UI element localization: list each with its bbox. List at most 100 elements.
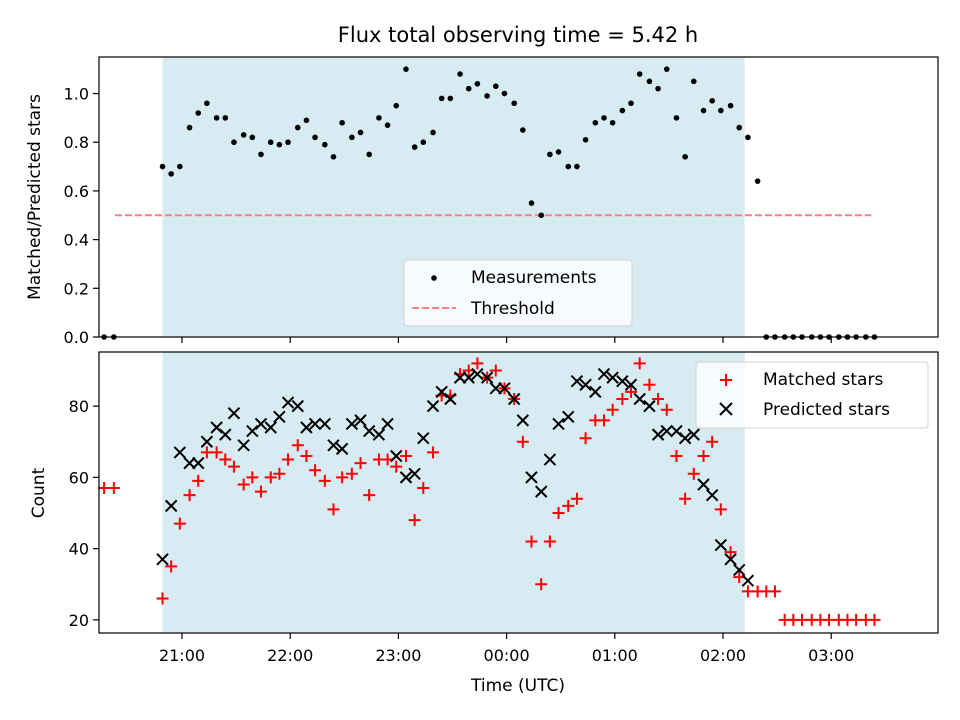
measurement-point: [240, 132, 247, 138]
predicted-star-point: [633, 392, 646, 406]
matched-star-point: [427, 446, 440, 459]
measurement-point: [601, 115, 607, 121]
measurement-point: [663, 66, 670, 72]
matched-star-point: [210, 446, 223, 459]
predicted-star-point: [687, 428, 700, 441]
matched-star-point: [687, 467, 700, 480]
matched-star-point: [516, 435, 529, 448]
matched-star-point: [471, 357, 484, 370]
matched-star-point: [408, 514, 421, 527]
measurement-point: [303, 117, 310, 124]
measurement-point: [393, 102, 400, 109]
matched-star-point: [254, 485, 267, 498]
matched-star-point: [679, 492, 692, 505]
predicted-star-point: [417, 431, 430, 445]
count-y-axis-label: Count: [29, 467, 49, 518]
ratio-legend: Measurements Threshold: [403, 259, 633, 327]
predicted-star-point: [237, 439, 250, 452]
legend-predicted-label: Predicted stars: [763, 400, 890, 420]
predicted-star-point: [300, 421, 313, 434]
measurement-point: [565, 163, 572, 170]
matched-star-point: [525, 535, 538, 548]
measurement-point: [349, 134, 355, 141]
ratio-panel: Flux total observing time = 5.42 h Match…: [25, 23, 939, 347]
matched-star-point: [579, 432, 592, 445]
measurement-point: [366, 151, 372, 158]
predicted-star-point: [697, 478, 710, 491]
predicted-star-point: [390, 449, 403, 463]
predicted-star-point: [164, 499, 178, 513]
matched-star-point: [165, 560, 178, 573]
predicted-star-point: [327, 439, 340, 452]
ratio-y-tick-label: 0.2: [64, 279, 89, 298]
measurement-point: [655, 85, 661, 92]
predicted-star-point: [724, 553, 737, 566]
count-x-tick-label: 03:00: [808, 646, 854, 665]
count-y-tick-label: 80: [69, 397, 89, 416]
ratio-y-tick-label: 0.0: [64, 328, 89, 347]
measurement-point: [511, 100, 517, 107]
measurement-point: [528, 200, 535, 206]
measurement-point: [195, 110, 202, 116]
matched-star-point: [246, 471, 259, 484]
measurement-point: [474, 80, 481, 87]
chart-title: Flux total observing time = 5.42 h: [338, 23, 698, 47]
matched-star-point: [336, 471, 349, 484]
predicted-star-point: [335, 442, 349, 456]
predicted-star-point: [372, 428, 386, 441]
legend-predicted-marker: [719, 402, 733, 416]
measurement-point: [736, 124, 743, 131]
matched-star-point: [107, 482, 120, 495]
matched-star-point: [390, 460, 403, 473]
measurement-point: [727, 102, 734, 109]
matched-star-point: [552, 506, 565, 519]
measurement-point: [447, 95, 454, 102]
ratio-y-tick-label: 0.4: [64, 231, 89, 250]
matched-star-point: [868, 613, 881, 626]
legend-threshold-label: Threshold: [470, 299, 555, 319]
measurement-point: [690, 78, 697, 85]
predicted-star-point: [219, 428, 232, 441]
matched-star-point: [264, 471, 277, 484]
predicted-star-point: [308, 417, 322, 431]
measurement-point: [322, 141, 328, 148]
predicted-star-point: [462, 371, 475, 384]
count-x-tick-label: 02:00: [700, 646, 746, 665]
legend-measurements-label: Measurements: [471, 268, 597, 288]
predicted-star-point: [281, 396, 295, 409]
measurement-point: [609, 119, 616, 126]
legend-matched-label: Matched stars: [763, 370, 883, 390]
count-panel: Count Time (UTC) 20 40 60 80 21:00 22:00 23:00…: [29, 351, 939, 696]
measurement-point: [267, 139, 274, 146]
matched-star-point: [606, 403, 619, 416]
predicted-star-point: [345, 417, 359, 431]
legend-matched-marker: [720, 374, 732, 386]
predicted-star-point: [643, 399, 656, 413]
matched-star-point: [706, 435, 719, 448]
measurement-point: [682, 154, 688, 160]
measurement-point: [186, 124, 193, 131]
matched-star-point: [543, 535, 556, 548]
predicted-star-point: [741, 574, 755, 587]
predicted-star-point: [291, 399, 304, 413]
ratio-y-tick-label: 0.6: [64, 182, 89, 201]
measurement-point: [438, 95, 445, 102]
matched-star-point: [660, 403, 673, 416]
matched-star-point: [354, 457, 367, 470]
predicted-star-point: [435, 385, 448, 399]
measurement-point: [430, 129, 436, 136]
predicted-star-point: [408, 467, 421, 481]
measurement-point: [520, 127, 526, 133]
predicted-star-point: [264, 421, 277, 434]
measurement-point: [339, 119, 345, 126]
matched-star-point: [562, 499, 575, 512]
predicted-star-point: [227, 407, 241, 420]
measurement-point: [465, 85, 472, 92]
predicted-star-point: [354, 414, 367, 427]
measurement-point: [555, 149, 562, 155]
predicted-star-point: [660, 424, 673, 438]
measurement-point: [294, 124, 301, 131]
count-y-tick-label: 20: [69, 611, 89, 630]
predicted-star-point: [678, 431, 692, 445]
